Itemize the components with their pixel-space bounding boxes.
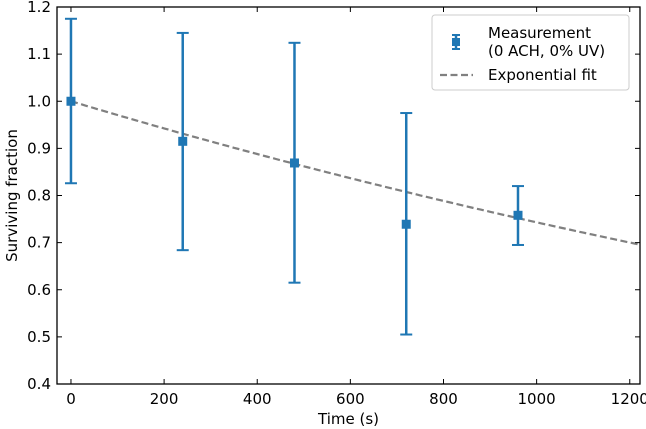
legend-label-measurement-sub: (0 ACH, 0% UV)	[488, 42, 605, 60]
y-tick-label: 0.4	[27, 375, 51, 393]
y-tick-label: 0.8	[27, 187, 51, 205]
y-tick-label: 0.7	[27, 234, 51, 252]
x-tick-label: 1000	[518, 390, 556, 408]
legend-box	[431, 14, 630, 91]
data-point	[178, 136, 188, 146]
x-axis-label: Time (s)	[317, 410, 379, 428]
y-tick-label: 1.2	[27, 0, 51, 16]
x-tick-label: 800	[429, 390, 458, 408]
y-tick-label: 1.1	[27, 45, 51, 63]
x-tick-label: 200	[150, 390, 179, 408]
y-tick-label: 0.5	[27, 328, 51, 346]
y-tick-label: 1.0	[27, 92, 51, 110]
y-tick-label: 0.6	[27, 281, 51, 299]
x-tick-label: 600	[336, 390, 365, 408]
x-tick-label: 400	[243, 390, 272, 408]
legend-label-measurement: Measurement	[488, 24, 591, 42]
y-axis-label: Surviving fraction	[3, 129, 21, 262]
y-tick-label: 0.9	[27, 139, 51, 157]
x-tick-label: 1200	[611, 390, 646, 408]
data-point	[513, 210, 523, 220]
data-point	[401, 219, 411, 229]
data-point	[66, 96, 76, 106]
x-tick-label: 0	[66, 390, 76, 408]
legend-marker-icon	[452, 38, 460, 46]
fit-line	[70, 100, 640, 246]
data-point	[289, 158, 299, 168]
legend-label-fit: Exponential fit	[488, 66, 597, 84]
